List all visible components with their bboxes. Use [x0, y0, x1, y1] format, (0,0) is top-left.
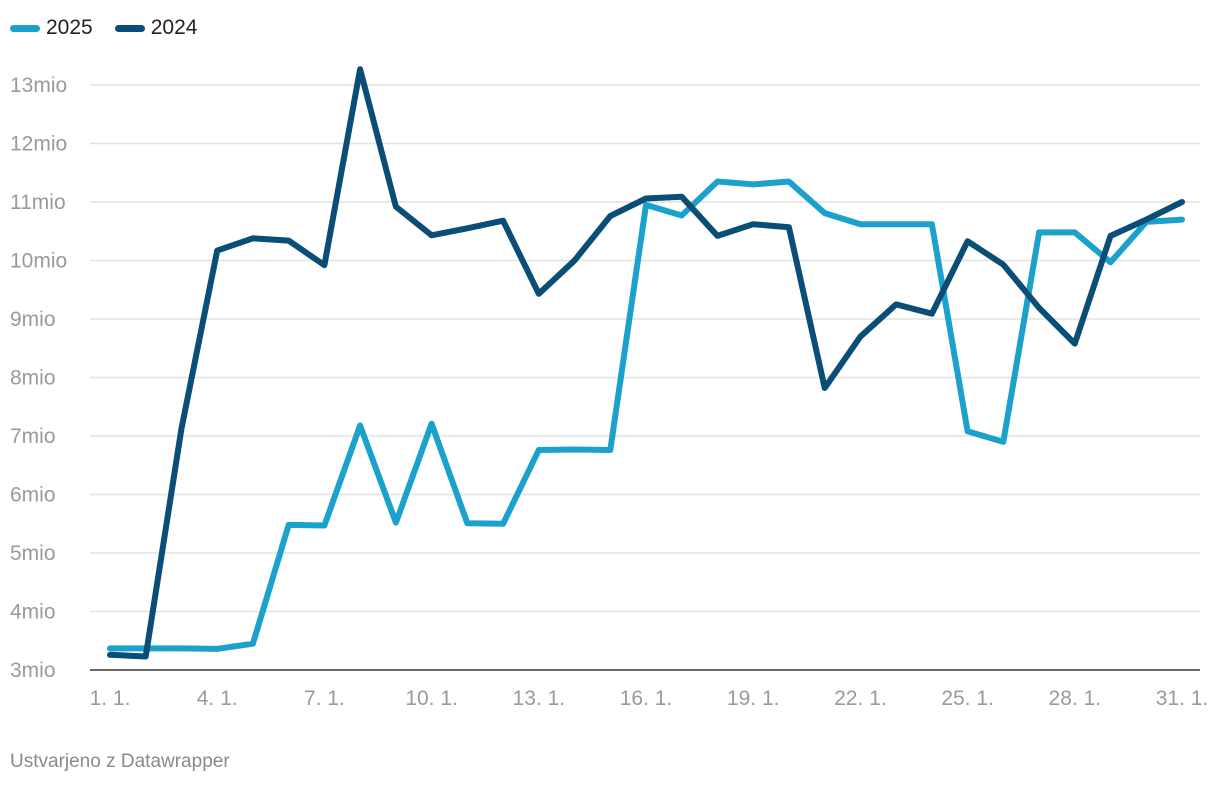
x-axis-ticks: 1. 1. 4. 1. 7. 1. 10. 1. 13. 1. 16. 1. 19. 1. 2… — [90, 687, 1209, 710]
grid-lines — [90, 84, 1200, 671]
series-line-2025 — [107, 178, 1185, 652]
y-tick-label: 13mio — [10, 74, 67, 97]
x-tick-label: 1. 1. — [90, 687, 131, 710]
legend-swatch — [10, 24, 40, 32]
datawrapper-credit: Ustvarjeno z Datawrapper — [10, 751, 230, 772]
x-tick-label: 10. 1. — [405, 687, 458, 710]
y-tick-label: 3mio — [10, 659, 56, 682]
y-tick-label: 9mio — [10, 308, 56, 331]
y-tick-label: 11mio — [10, 191, 66, 214]
y-tick-label: 6mio — [10, 484, 56, 507]
y-axis-ticks: 3mio 4mio 5mio 6mio 7mio 8mio 9mio 10mio 11mio 12… — [10, 74, 67, 682]
chart-legend: 2025 2024 — [10, 16, 197, 40]
y-tick-label: 12mio — [10, 133, 67, 156]
legend-swatch — [114, 24, 145, 32]
y-tick-label: 4mio — [10, 601, 56, 624]
y-tick-label: 7mio — [10, 425, 56, 448]
x-tick-label: 31. 1. — [1156, 687, 1209, 710]
legend-item-2024: 2024 — [114, 16, 198, 40]
x-tick-label: 19. 1. — [727, 687, 780, 710]
x-tick-label: 7. 1. — [304, 687, 345, 710]
x-tick-label: 16. 1. — [620, 687, 673, 710]
y-tick-label: 8mio — [10, 367, 56, 390]
x-tick-label: 28. 1. — [1049, 687, 1102, 710]
series-line-2024 — [107, 66, 1185, 660]
legend-item-2025: 2025 — [10, 16, 93, 40]
x-tick-label: 22. 1. — [834, 687, 887, 710]
legend-label: 2024 — [150, 16, 198, 39]
y-tick-label: 10mio — [10, 250, 67, 273]
x-tick-label: 13. 1. — [513, 687, 566, 710]
x-tick-label: 25. 1. — [941, 687, 994, 710]
series-lines — [107, 66, 1185, 660]
legend-label: 2025 — [46, 16, 93, 39]
y-tick-label: 5mio — [10, 542, 56, 565]
x-tick-label: 4. 1. — [197, 687, 238, 710]
